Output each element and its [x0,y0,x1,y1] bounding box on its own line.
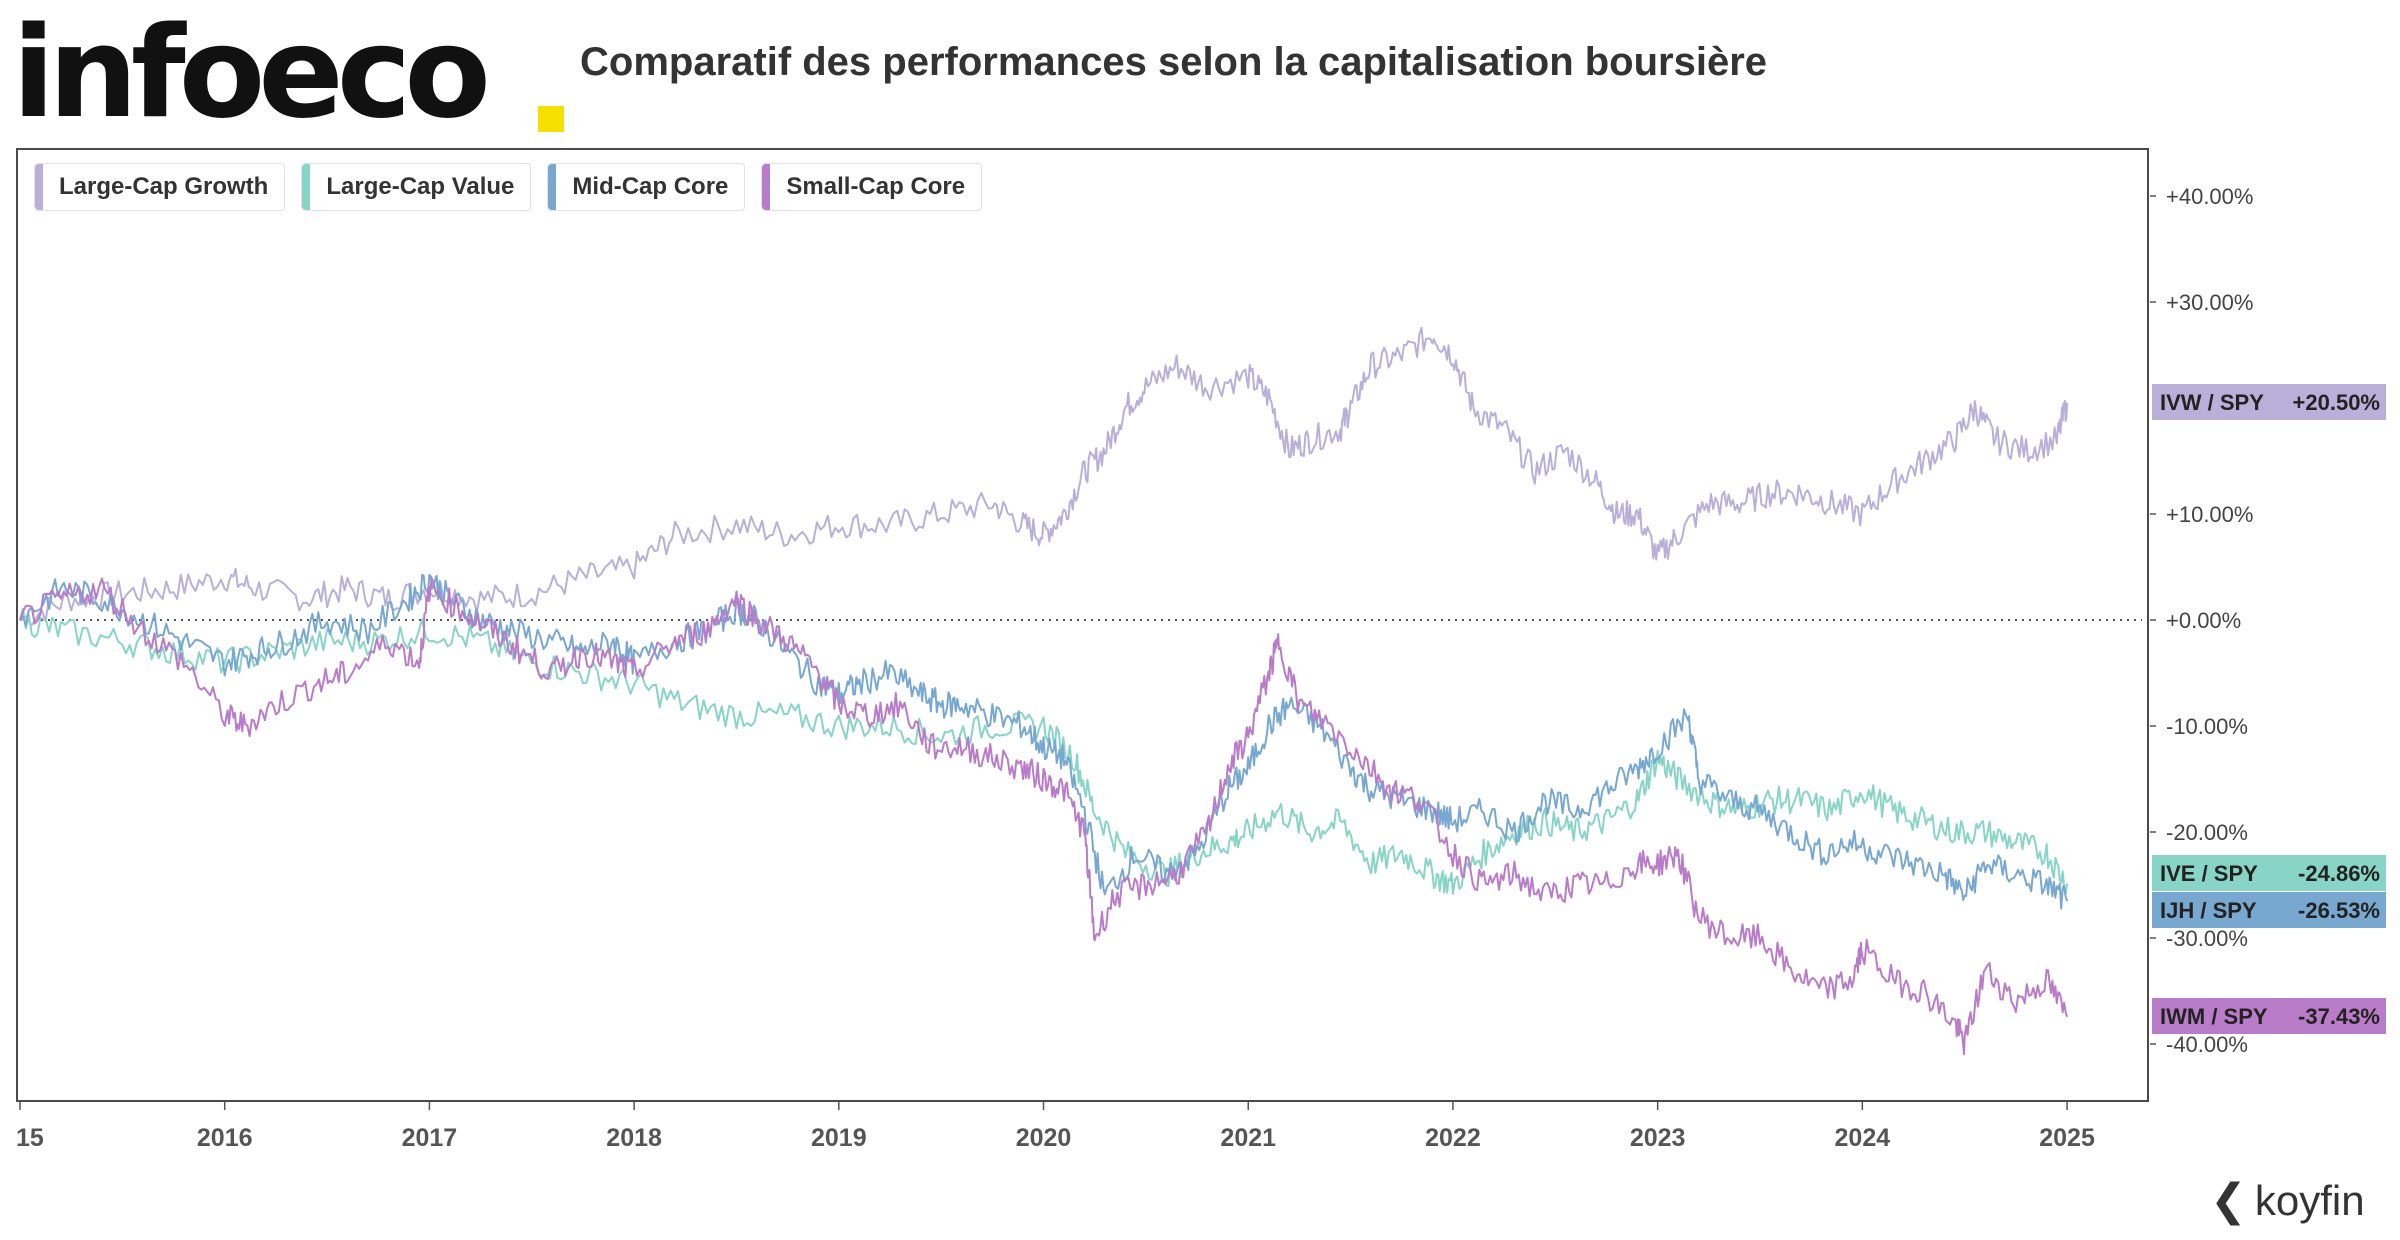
end-tag-value: -26.53% [2298,898,2380,923]
x-tick-label: 2020 [1016,1124,1072,1152]
legend-swatch [302,164,311,210]
legend-label: Mid-Cap Core [572,173,729,200]
end-tag-value: -37.43% [2298,1004,2380,1029]
x-axis: 15 2016 2017 2018 2019 2020 2021 2022 2023 2024 20… [16,1102,2095,1152]
x-tick-label: 2022 [1425,1124,1481,1152]
series-line-small-cap-core [19,577,2069,1056]
legend-swatch [35,164,43,210]
x-tick-label: 2019 [811,1124,867,1152]
end-tag-ticker: IVW / SPY [2160,390,2264,415]
legend-item-small-cap-core[interactable]: Small-Cap Core [761,163,983,211]
legend-swatch [762,164,771,210]
x-tick-label: 2024 [1835,1124,1891,1152]
legend-label: Small-Cap Core [786,173,966,200]
end-tag-bg [2152,855,2386,891]
end-tag-bg [2152,998,2386,1034]
infoeco-logo: infoeco [12,0,491,146]
end-tag-ticker: IWM / SPY [2160,1004,2268,1029]
end-tag-value: +20.50% [2293,390,2380,415]
x-tick-label: 2016 [197,1124,253,1152]
y-tick-label: +30.00% [2166,290,2253,315]
series-layer [19,326,2069,1056]
y-axis: +40.00% +30.00% +10.00% +0.00% -10.00% -20.00… [2150,184,2253,1057]
y-tick-label: -20.00% [2166,820,2248,845]
legend-label: Large-Cap Growth [59,173,269,200]
end-tag-bg [2152,892,2386,928]
legend-swatch [548,164,557,210]
x-tick-label: 2025 [2039,1124,2095,1152]
end-tag-ticker: IVE / SPY [2160,861,2258,886]
series-line-mid-cap-core [19,573,2069,910]
legend-item-large-cap-growth[interactable]: Large-Cap Growth [34,163,286,211]
legend-item-mid-cap-core[interactable]: Mid-Cap Core [547,163,746,211]
end-tag-bg [2152,384,2386,420]
legend-label: Large-Cap Value [326,173,515,200]
y-tick-label: -10.00% [2166,714,2248,739]
x-tick-label: 2021 [1220,1124,1276,1152]
y-tick-label: +40.00% [2166,184,2253,209]
y-tick-label: +10.00% [2166,502,2253,527]
end-tag-value: -24.86% [2298,861,2380,886]
chart-title: Comparatif des performances selon la cap… [580,40,1768,84]
legend: Large-Cap Growth Large-Cap Value Mid-Cap… [34,163,983,211]
series-end-tags: IVW / SPY +20.50% IVE / SPY -24.86% IJH / SP… [2152,384,2386,1034]
end-tag-ticker: IJH / SPY [2160,898,2257,923]
x-tick-label: 2017 [402,1124,458,1152]
y-tick-label: +0.00% [2166,608,2241,633]
koyfin-label: koyfin [2254,1176,2365,1224]
x-tick-label: 2018 [606,1124,662,1152]
series-line-large-cap-growth [19,326,2069,628]
x-tick-label: 2023 [1630,1124,1686,1152]
koyfin-brand: ❮ koyfin [2210,1175,2365,1226]
y-tick-label: -40.00% [2166,1032,2248,1057]
x-tick-label: 15 [16,1124,44,1152]
legend-item-large-cap-value[interactable]: Large-Cap Value [301,163,532,211]
koyfin-chevron-icon: ❮ [2210,1176,2247,1225]
logo-dot [538,106,564,132]
series-line-large-cap-value [19,607,2069,896]
y-tick-label: -30.00% [2166,926,2248,951]
